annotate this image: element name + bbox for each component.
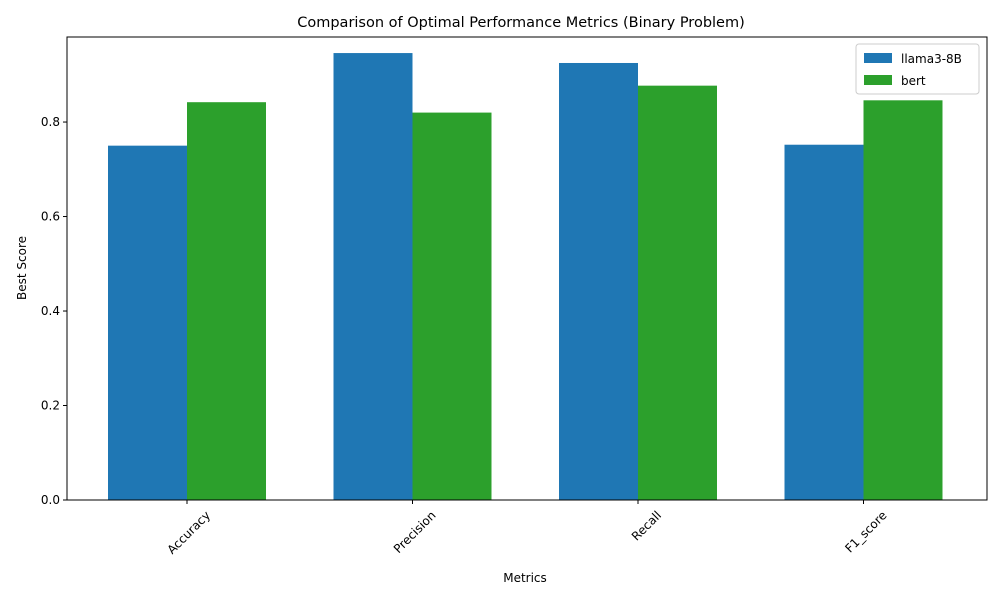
x-tick-label: Recall [629, 508, 664, 543]
x-tick-label: F1_score [842, 508, 889, 555]
x-tick-label: Precision [391, 508, 439, 556]
legend-swatch [864, 75, 892, 85]
bar-llama3-8B-Accuracy [108, 145, 187, 500]
y-tick-label: 0.4 [41, 304, 60, 318]
x-tick-label: Accuracy [164, 508, 213, 557]
chart-title: Comparison of Optimal Performance Metric… [297, 15, 745, 31]
legend-label: bert [901, 74, 926, 88]
y-tick-label: 0.2 [41, 399, 60, 413]
bar-bert-F1_score [863, 100, 943, 500]
bar-llama3-8B-F1_score [784, 144, 864, 500]
bar-bert-Accuracy [187, 102, 266, 500]
y-tick-label: 0.8 [41, 115, 60, 129]
legend: llama3-8B bert [855, 43, 980, 95]
bars-layer [108, 53, 943, 501]
y-axis-label: Best Score [15, 236, 29, 300]
y-tick-label: 0.0 [41, 493, 60, 507]
bar-bert-Precision [412, 112, 492, 501]
bar-bert-Recall [638, 85, 717, 501]
bar-llama3-8B-Precision [333, 53, 413, 501]
bar-llama3-8B-Recall [559, 62, 638, 501]
legend-swatch [864, 53, 892, 63]
plot-frame [66, 36, 988, 501]
y-tick-label: 0.6 [41, 210, 60, 224]
x-axis-label: Metrics [503, 571, 547, 585]
legend-label: llama3-8B [901, 52, 962, 66]
